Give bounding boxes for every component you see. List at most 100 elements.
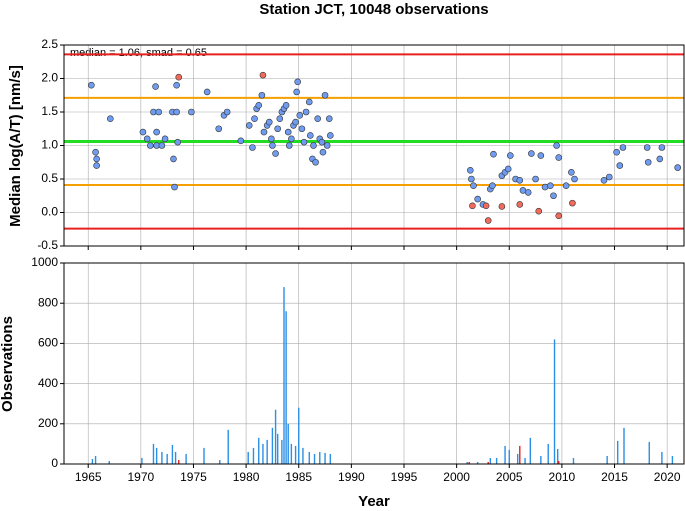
point [298, 125, 306, 133]
bar [174, 451, 177, 464]
bar [508, 449, 510, 464]
point [173, 108, 180, 116]
point [498, 203, 506, 210]
point [296, 112, 304, 119]
bar [252, 447, 255, 464]
point [312, 158, 319, 166]
point [314, 115, 321, 122]
point [504, 165, 512, 173]
bar [155, 447, 158, 464]
point [251, 115, 258, 122]
point [319, 148, 327, 156]
y-tick-label: 600 [38, 336, 58, 350]
point [656, 155, 664, 163]
point [276, 115, 284, 122]
point [516, 201, 524, 208]
x-tick-label: 2005 [496, 470, 523, 484]
y-axis-label: Median log(A/T) [nm/s] [7, 65, 24, 227]
point [600, 177, 608, 184]
point [644, 158, 652, 166]
point [269, 142, 276, 149]
point [237, 137, 245, 145]
bar [152, 443, 155, 464]
bar [648, 441, 650, 464]
point [155, 108, 163, 116]
plot-frame [63, 44, 685, 247]
y-tick-label: 2.5 [41, 37, 58, 51]
x-tick-label: 2000 [443, 470, 470, 484]
point [255, 102, 263, 109]
x-tick-label: 1985 [285, 470, 312, 484]
bar [661, 451, 663, 464]
bar [319, 451, 321, 464]
point [619, 144, 627, 151]
bar [504, 445, 506, 464]
bar [276, 433, 279, 464]
y-tick-label: 1000 [31, 255, 58, 269]
bar [283, 287, 285, 464]
bar [308, 451, 310, 464]
point [171, 183, 178, 191]
point [223, 108, 231, 116]
point [294, 78, 301, 86]
bar [489, 457, 492, 464]
bar [262, 443, 264, 464]
plot-frame [63, 262, 685, 465]
bar [553, 339, 556, 464]
point [292, 118, 299, 126]
point [284, 128, 292, 136]
point [305, 98, 313, 106]
point [643, 144, 651, 151]
point [170, 155, 177, 163]
y-tick-label: 400 [38, 376, 58, 390]
point [484, 217, 492, 224]
point [175, 73, 183, 81]
point [524, 189, 532, 196]
bar [313, 453, 316, 464]
point [555, 212, 563, 220]
y-tick-label: 1.5 [41, 104, 58, 118]
bar [91, 458, 94, 464]
bar [524, 457, 526, 464]
bar [290, 443, 293, 464]
point [571, 175, 578, 183]
point [245, 122, 253, 129]
point [555, 154, 563, 161]
point [93, 162, 100, 169]
bar [476, 461, 479, 464]
bar [281, 439, 283, 464]
y-tick-label: 1.0 [41, 138, 58, 152]
x-tick-label: 1965 [75, 470, 102, 484]
point [468, 175, 475, 183]
bar [271, 427, 274, 464]
x-tick-label: 1995 [391, 470, 418, 484]
point [553, 142, 560, 149]
point [310, 142, 317, 149]
point [139, 128, 147, 136]
point [203, 88, 211, 96]
bar [616, 440, 619, 464]
point [490, 150, 497, 158]
point [93, 155, 100, 163]
bar [495, 457, 498, 464]
bar [558, 460, 560, 464]
bar [329, 453, 332, 464]
bar [227, 429, 229, 464]
point [318, 138, 326, 146]
point [550, 192, 557, 200]
point [467, 166, 474, 174]
point [307, 132, 314, 139]
point [616, 162, 624, 169]
bar [556, 448, 559, 464]
bar [487, 461, 489, 464]
bar [274, 409, 277, 464]
point [161, 135, 169, 143]
point [107, 115, 114, 122]
point [88, 81, 95, 89]
bar [258, 437, 260, 464]
point [507, 152, 514, 159]
point [249, 144, 256, 151]
bar [516, 453, 519, 464]
point [302, 108, 310, 116]
point [173, 81, 180, 89]
